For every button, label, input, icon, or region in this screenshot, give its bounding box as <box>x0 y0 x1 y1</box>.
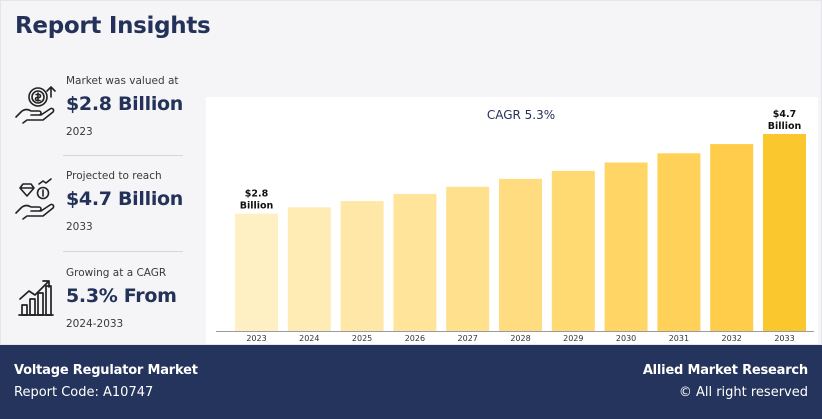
stat-value: 5.3% From <box>66 285 177 307</box>
bar-chart: CAGR 5.3% 2023 2024 2025 2026 2027 2028 2029 203… <box>206 97 818 344</box>
bar-2031 <box>657 153 701 331</box>
bar-2033 <box>763 134 806 331</box>
bar-2024 <box>287 207 331 331</box>
data-label: Billion <box>768 121 802 132</box>
bar-2032 <box>710 144 754 331</box>
stat-market-value: Market was valued at $2.8 Billion 2023 <box>13 71 183 157</box>
bar-2027 <box>446 186 490 331</box>
bar-2023 <box>235 213 278 331</box>
footer-market-name: Voltage Regulator Market <box>14 363 198 378</box>
bar-2029 <box>551 170 595 331</box>
x-tick-label: 2028 <box>510 334 530 343</box>
data-label: $2.8 <box>245 189 269 200</box>
stat-label: Market was valued at <box>66 75 179 87</box>
stat-label: Growing at a CAGR <box>66 267 167 279</box>
data-label: $4.7 <box>773 109 796 120</box>
divider <box>63 251 183 252</box>
data-label: Billion <box>240 201 274 212</box>
x-tick-label: 2027 <box>458 334 478 343</box>
stat-year: 2024-2033 <box>66 318 124 330</box>
diamond-coin-hand-icon <box>15 178 55 220</box>
stat-label: Projected to reach <box>66 170 162 182</box>
x-tick-label: 2024 <box>299 334 319 343</box>
x-tick-label: 2025 <box>352 334 372 343</box>
report-insights-card: Report Insights Market was valued at $2.… <box>0 0 822 345</box>
bar-2030 <box>604 162 648 331</box>
page-title: Report Insights <box>15 13 211 39</box>
money-hand-icon <box>15 86 56 124</box>
x-tick-label: 2031 <box>669 334 689 343</box>
footer-report-code: Report Code: A10747 <box>14 385 154 400</box>
bar-2026 <box>393 193 437 331</box>
divider <box>63 155 183 156</box>
bar-2028 <box>499 178 542 331</box>
bar-2025 <box>340 201 384 331</box>
x-tick-label: 2033 <box>774 334 794 343</box>
stat-cagr: Growing at a CAGR 5.3% From 2024-2033 <box>13 263 183 349</box>
stat-year: 2023 <box>66 126 93 138</box>
stat-value: $2.8 Billion <box>66 93 184 115</box>
growth-chart-icon <box>18 280 54 316</box>
x-tick-label: 2023 <box>246 334 266 343</box>
footer-brand: Allied Market Research <box>642 363 808 378</box>
stat-projected-value: Projected to reach $4.7 Billion 2033 <box>13 166 183 252</box>
chart-canvas: CAGR 5.3% 2023 2024 2025 2026 2027 2028 2029 203… <box>216 108 814 343</box>
footer: Voltage Regulator Market Report Code: A1… <box>0 345 822 419</box>
stat-value: $4.7 Billion <box>66 188 184 210</box>
x-tick-label: 2026 <box>405 334 425 343</box>
x-tick-label: 2030 <box>616 334 636 343</box>
x-tick-label: 2032 <box>722 334 742 343</box>
x-tick-label: 2029 <box>563 334 583 343</box>
chart-title: CAGR 5.3% <box>487 108 555 122</box>
footer-rights: © All right reserved <box>678 385 808 400</box>
stat-year: 2033 <box>66 221 93 233</box>
